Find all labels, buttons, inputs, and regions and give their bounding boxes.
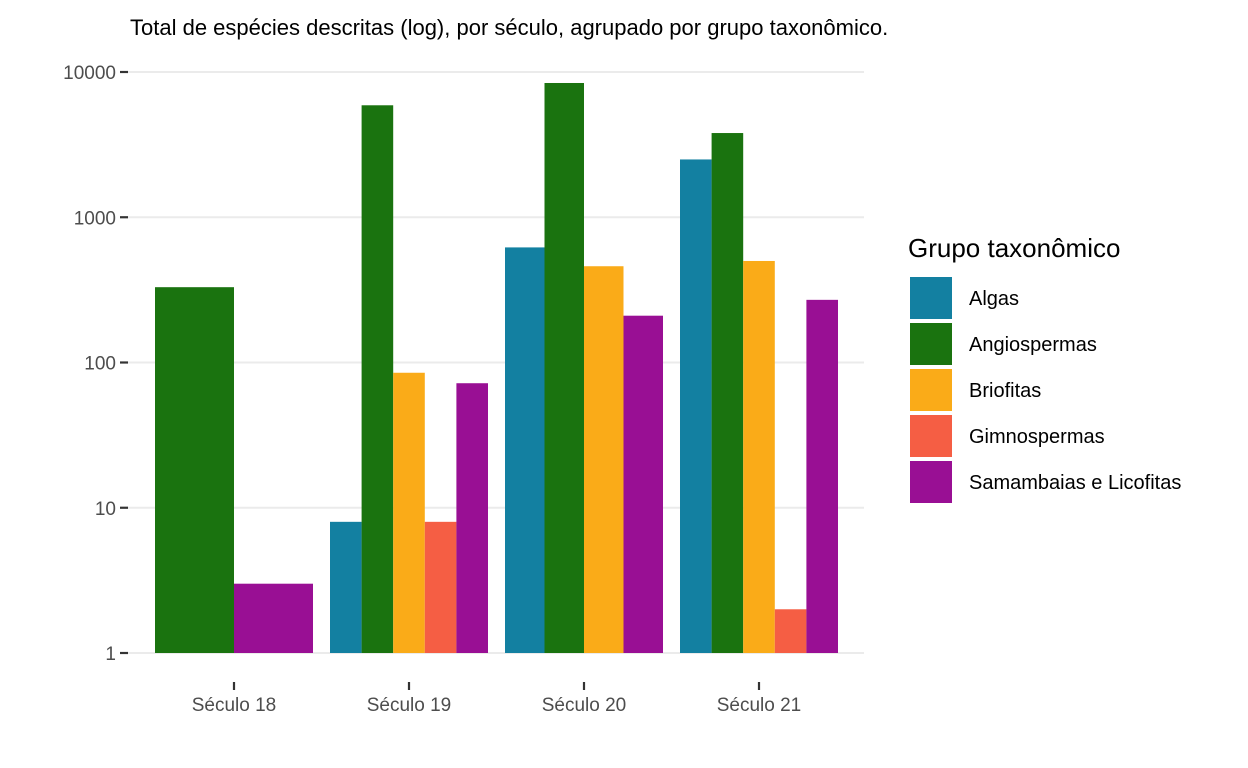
legend-label: Angiospermas — [969, 334, 1097, 356]
x-tick-label: Século 21 — [717, 695, 802, 716]
bar-algas-século-21 — [680, 159, 712, 653]
bar-angiospermas-século-20 — [544, 82, 584, 654]
bar-algas-século-19 — [330, 521, 362, 653]
bar-samambaias-e-licofitas-século-20 — [623, 315, 663, 653]
legend-key-angiospermas — [910, 323, 952, 365]
legend-key-algas — [910, 277, 952, 319]
bar-angiospermas-século-21 — [711, 133, 744, 653]
legend-key-gimnospermas — [910, 415, 952, 457]
bar-samambaias-e-licofitas-século-18 — [234, 583, 313, 653]
y-tick-label: 10000 — [63, 63, 116, 84]
bar-samambaias-e-licofitas-século-19 — [456, 383, 488, 653]
y-tick-label: 100 — [84, 354, 116, 375]
x-tick-label: Século 18 — [192, 695, 277, 716]
legend-title: Grupo taxonômico — [908, 233, 1120, 263]
bar-gimnospermas-século-21 — [774, 609, 807, 653]
bar-briofitas-século-21 — [743, 260, 775, 653]
bar-samambaias-e-licofitas-século-21 — [806, 299, 838, 653]
y-tick-label: 1000 — [74, 208, 116, 229]
legend-label: Samambaias e Licofitas — [969, 472, 1181, 494]
bar-gimnospermas-século-19 — [424, 521, 457, 653]
y-axis: 1 10 100 1000 10000 — [63, 63, 128, 665]
y-tick-label: 10 — [95, 499, 116, 520]
legend-label: Algas — [969, 288, 1019, 310]
bar-angiospermas-século-19 — [361, 105, 394, 653]
legend-key-samambaias-e-licofitas — [910, 461, 952, 503]
bar-briofitas-século-19 — [393, 372, 425, 653]
legend-label: Gimnospermas — [969, 426, 1105, 448]
legend-key-briofitas — [910, 369, 952, 411]
bars-layer — [155, 82, 838, 654]
chart-title: Total de espécies descritas (log), por s… — [130, 15, 888, 40]
x-axis: Século 18 Século 19 Século 20 Século 21 — [192, 682, 802, 716]
legend-label: Briofitas — [969, 380, 1041, 402]
x-tick-label: Século 19 — [367, 695, 452, 716]
legend: Grupo taxonômico Algas Angiospermas Briofi… — [908, 233, 1181, 503]
bar-angiospermas-século-18 — [155, 287, 234, 653]
bar-briofitas-século-20 — [584, 266, 624, 653]
y-tick-label: 1 — [105, 644, 116, 665]
bar-algas-século-20 — [505, 247, 545, 654]
x-tick-label: Século 20 — [542, 695, 627, 716]
